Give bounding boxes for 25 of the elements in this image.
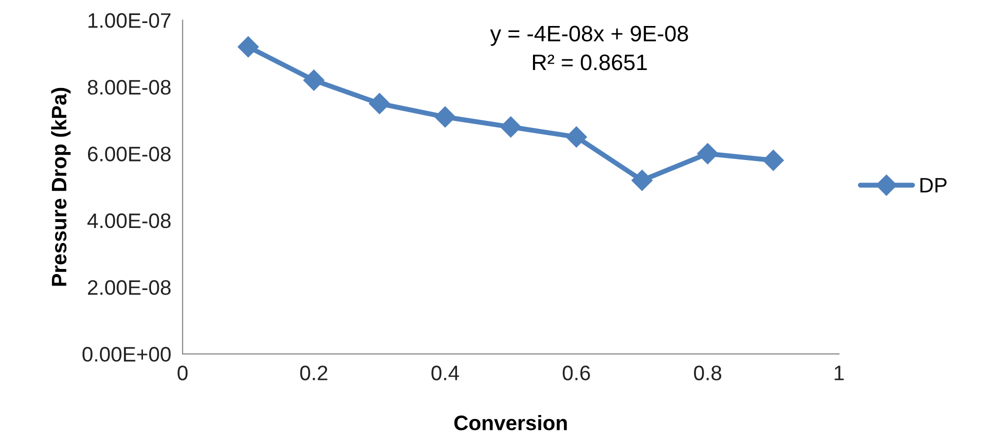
- y-tick-label: 2.00E-08: [88, 280, 171, 295]
- point: [566, 126, 587, 148]
- y-tick-label: 1.00E-07: [88, 13, 170, 28]
- y-axis-title: Pressure Drop (kPa): [51, 88, 71, 286]
- x-tick-label: 0.2: [300, 366, 328, 380]
- y-tick-label: 8.00E-08: [88, 80, 171, 95]
- point: [434, 106, 456, 128]
- legend-label: DP: [920, 178, 947, 192]
- x-tick-label: 1: [834, 366, 844, 380]
- point: [697, 143, 718, 164]
- x-tick-label: 0: [178, 366, 188, 380]
- point: [500, 116, 522, 138]
- y-tick-label: 4.00E-08: [87, 213, 171, 228]
- x-tick-label: 0.6: [562, 366, 590, 380]
- point: [368, 93, 390, 114]
- y-tick-label: 0.00E+00: [82, 346, 171, 362]
- x-tick-label: 0.4: [431, 366, 460, 380]
- y-tick-label: 6.00E-08: [88, 146, 171, 162]
- point: [238, 36, 259, 58]
- x-axis-title: Conversion: [454, 415, 567, 430]
- point: [632, 170, 653, 191]
- point: [762, 150, 784, 171]
- x-tick-label: 0.8: [694, 366, 722, 380]
- annotation: y = -4E-08x + 9E-08 R² = 0.8651: [490, 26, 688, 70]
- point: [303, 70, 324, 91]
